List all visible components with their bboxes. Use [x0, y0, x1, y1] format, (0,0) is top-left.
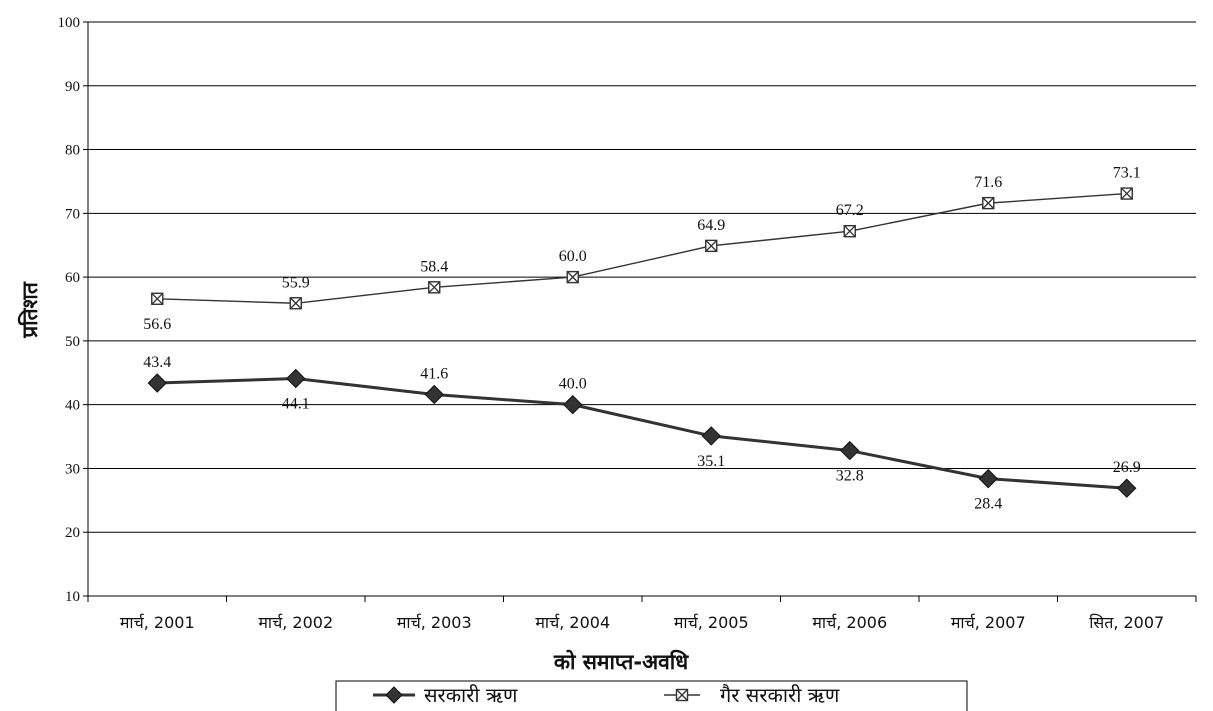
y-tick-label: 80	[65, 143, 80, 159]
marker-cross	[566, 271, 579, 284]
y-tick-label: 30	[65, 461, 80, 477]
point-marker	[151, 292, 164, 305]
data-label: 73.1	[1113, 165, 1141, 182]
marker-cross	[676, 689, 688, 701]
y-tick-label: 40	[65, 398, 80, 414]
data-label: 32.8	[836, 468, 864, 485]
y-tick-label: 60	[65, 270, 80, 286]
legend-items: सरकारी ऋण गैर सरकारी ऋण	[373, 683, 840, 707]
data-label: 64.9	[697, 217, 725, 234]
data-label: 35.1	[697, 453, 725, 470]
y-tick-label: 10	[65, 589, 80, 605]
marker-cross	[982, 197, 995, 210]
point-marker	[843, 224, 856, 238]
data-label: 67.2	[836, 202, 864, 219]
marker-cross	[428, 281, 441, 294]
legend-box	[335, 680, 968, 711]
data-label: 26.9	[1113, 459, 1141, 476]
legend-label: गैर सरकारी ऋण	[720, 683, 840, 707]
marker-cross	[289, 297, 302, 310]
point-marker	[701, 426, 721, 446]
y-tick-label: 70	[65, 206, 80, 222]
y-tick-label: 50	[65, 334, 80, 350]
x-tick-label: सित, 2007	[1089, 613, 1164, 632]
data-label: 60.0	[559, 248, 587, 265]
series-non-government-debt	[151, 187, 1133, 310]
point-marker	[385, 686, 403, 704]
x-tick-label: मार्च, 2001	[120, 613, 195, 632]
point-marker	[1120, 187, 1133, 200]
point-marker	[147, 373, 167, 393]
data-label: 58.4	[420, 258, 448, 275]
marker-cross	[705, 239, 718, 252]
series-government-debt	[147, 368, 1137, 498]
point-marker	[840, 440, 860, 461]
point-marker	[566, 270, 579, 284]
x-tick-labels: मार्च, 2001 मार्च, 2002 मार्च, 2003 मार्च, …	[120, 613, 1164, 632]
data-label: 41.6	[420, 365, 448, 382]
x-tick-label: मार्च, 2007	[951, 613, 1026, 632]
point-marker	[424, 384, 444, 405]
legend: सरकारी ऋण गैर सरकारी ऋण	[335, 680, 968, 711]
legend-item-government-debt: सरकारी ऋण	[373, 683, 518, 707]
axes	[83, 21, 1197, 602]
x-tick-label: मार्च, 2003	[397, 613, 472, 632]
point-marker	[982, 196, 995, 210]
marker-cross	[843, 225, 856, 238]
marker-cross	[1120, 187, 1133, 200]
point-marker	[289, 297, 302, 310]
point-marker	[978, 468, 998, 489]
data-label: 56.6	[143, 316, 171, 333]
x-tick-label: मार्च, 2005	[674, 613, 749, 632]
y-axis-title: प्रतिशत	[17, 281, 42, 339]
data-label: 28.4	[974, 496, 1002, 513]
y-tick-label: 90	[65, 79, 80, 95]
y-tick-label: 100	[58, 15, 81, 31]
series-line	[157, 192, 1127, 304]
data-label: 44.1	[282, 396, 310, 413]
series-lines	[147, 187, 1137, 498]
point-marker	[563, 394, 583, 415]
legend-label: सरकारी ऋण	[424, 683, 518, 707]
point-marker	[286, 368, 306, 389]
legend-item-non-government-debt: गैर सरकारी ऋण	[664, 683, 840, 707]
x-tick-label: मार्च, 2006	[812, 613, 887, 632]
marker-cross	[151, 292, 164, 305]
y-tick-labels: 10 20 30 40 50 60 70 80 90 100	[58, 15, 81, 605]
series-line	[157, 377, 1127, 490]
point-marker	[1117, 478, 1137, 498]
data-label: 55.9	[282, 274, 310, 291]
data-label: 43.4	[143, 354, 171, 371]
point-marker	[428, 281, 441, 294]
x-tick-label: मार्च, 2004	[535, 613, 610, 632]
data-label: 40.0	[559, 376, 587, 393]
data-labels: 43.4 44.1 41.6 40.0 35.1 32.8 28.4 26.9 56.6 55.9…	[143, 165, 1141, 513]
x-axis-title: को समाप्त-अवधि	[553, 649, 689, 674]
y-tick-label: 20	[65, 525, 80, 541]
point-marker	[705, 239, 718, 253]
data-label: 71.6	[974, 174, 1002, 191]
point-marker	[675, 688, 689, 702]
gridlines	[88, 21, 1196, 533]
x-tick-label: मार्च, 2002	[258, 613, 333, 632]
